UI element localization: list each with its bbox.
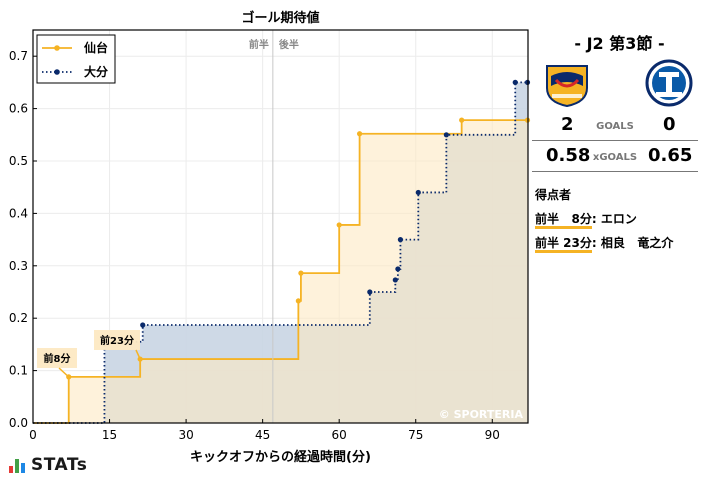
away-xg: 0.65 [648, 145, 693, 166]
away-goals: 0 [663, 114, 676, 135]
legend-label: 仙台 [84, 40, 108, 55]
data-point [512, 79, 518, 85]
data-point [415, 189, 421, 196]
plot-frame [32, 29, 529, 424]
y-tick-label: 0.4 [9, 206, 28, 220]
legend-swatch-marker [54, 69, 60, 75]
data-point [395, 266, 401, 272]
xgoals-label: xGOALS [592, 152, 638, 163]
scorer-name: : 相良 竜之介 [591, 236, 674, 250]
y-tick-label: 0.2 [9, 311, 28, 325]
data-point [356, 131, 363, 137]
y-tick-label: 0.5 [9, 154, 28, 168]
home-goals: 2 [561, 114, 574, 135]
scorer-time: 前半 23分 [535, 236, 592, 253]
y-tick-label: 0.7 [9, 49, 28, 63]
legend-swatch-marker [54, 45, 60, 51]
second-half-label: 後半 [279, 38, 299, 51]
y-tick-label: 0.3 [9, 259, 28, 273]
y-tick-label: 0.1 [9, 364, 28, 378]
oita-trinita-crest-icon [644, 58, 694, 108]
series-area-fill [33, 120, 528, 424]
y-tick-label: 0.0 [9, 416, 28, 430]
x-tick-label: 30 [178, 428, 193, 442]
scorer-name: : エロン [591, 212, 637, 226]
match-round-title: - J2 第3節 - [574, 34, 665, 53]
home-xg: 0.58 [546, 145, 591, 166]
data-point [140, 322, 146, 328]
legend-label: 大分 [84, 64, 108, 79]
goal-annotation-pointer [58, 367, 70, 378]
stats-bar [15, 459, 19, 473]
stats-brand-name: STATs [31, 455, 88, 475]
first-half-label: 前半 [249, 38, 269, 51]
scorer-time: 前半 8分 [535, 212, 592, 229]
scorers-heading: 得点者 [535, 188, 572, 202]
x-tick-label: 0 [29, 428, 37, 442]
data-point [295, 298, 301, 304]
series-line [33, 81, 528, 424]
data-point [397, 237, 404, 243]
scorer-entry: 前半 8分: エロン [535, 210, 637, 229]
scorer-entry: 前半 23分: 相良 竜之介 [535, 234, 674, 253]
data-point [298, 270, 304, 276]
goal-annotation-pointer [135, 349, 141, 360]
goal-annotation-box [94, 330, 140, 350]
legend-box [36, 34, 116, 84]
goal-annotation-box [37, 348, 77, 368]
x-tick-label: 90 [485, 428, 500, 442]
stats-bar [9, 466, 13, 473]
stats-bar [21, 463, 25, 473]
data-point [459, 117, 465, 123]
data-point [367, 289, 373, 295]
xgoals-row: 0.58 xGOALS 0.65 [532, 141, 698, 172]
data-point [443, 132, 449, 138]
y-tick-label: 0.6 [9, 102, 28, 116]
data-point [336, 222, 342, 228]
x-tick-label: 45 [255, 428, 270, 442]
x-tick-label: 75 [408, 428, 423, 442]
goals-label: GOALS [596, 121, 634, 132]
series-line [33, 119, 528, 424]
vegalta-sendai-crest-icon [542, 58, 592, 108]
stats-bars-icon [9, 459, 25, 473]
watermark: © SPORTERIA [439, 408, 524, 421]
x-tick-label: 15 [102, 428, 117, 442]
goals-row: 2 GOALS 0 [532, 110, 698, 141]
x-tick-label: 60 [332, 428, 347, 442]
x-axis-label: キックオフからの経過時間(分) [190, 449, 371, 465]
goal-annotation-label: 前8分 [44, 352, 71, 365]
goal-annotation-label: 前23分 [100, 334, 134, 347]
data-point [392, 277, 398, 283]
chart-title: ゴール期待値 [241, 10, 319, 26]
